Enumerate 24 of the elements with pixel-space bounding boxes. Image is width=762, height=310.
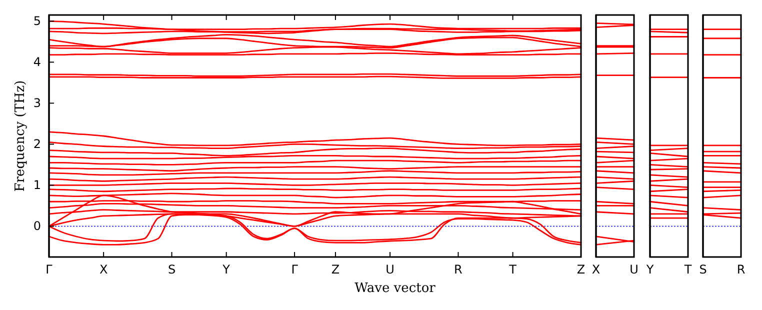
y-tick-label: 2 (33, 137, 41, 152)
x-tick-label: T (683, 262, 692, 277)
x-tick-label: Z (576, 262, 586, 277)
x-tick-label: R (454, 262, 462, 277)
y-tick-label: 1 (33, 178, 41, 192)
x-axis-title: Wave vector (354, 281, 436, 296)
x-tick-label: U (386, 262, 394, 277)
x-tick-label: Y (645, 262, 654, 277)
x-tick-label: R (736, 262, 746, 277)
y-axis-title: Frequency (THz) (13, 80, 28, 192)
y-tick-label: 3 (33, 96, 41, 110)
x-tick-label: Z (331, 262, 340, 277)
x-tick-label: U (630, 262, 638, 277)
y-tick-label: 4 (33, 55, 41, 70)
y-tick-label: 0 (33, 219, 41, 234)
x-tick-label: X (99, 262, 108, 277)
x-tick-label: Γ (291, 262, 298, 277)
x-tick-label: Y (222, 262, 231, 277)
x-tick-label: Γ (46, 262, 53, 277)
x-tick-label: S (168, 262, 176, 277)
x-tick-label: S (699, 262, 707, 277)
y-tick-label: 5 (33, 14, 41, 28)
x-tick-label: T (508, 262, 518, 277)
x-tick-label: X (592, 262, 600, 277)
